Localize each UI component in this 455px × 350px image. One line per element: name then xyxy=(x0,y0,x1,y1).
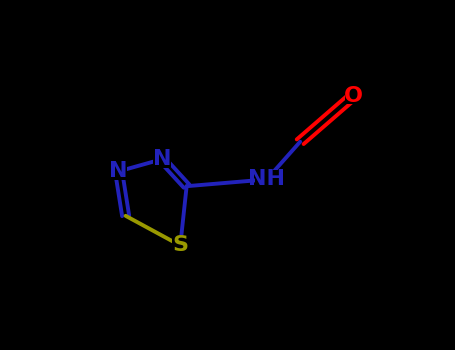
Bar xyxy=(255,170,278,189)
Text: S: S xyxy=(172,236,188,256)
Text: N: N xyxy=(109,161,128,181)
Bar xyxy=(345,88,361,104)
Bar xyxy=(172,237,189,254)
Bar xyxy=(153,150,171,168)
Text: N: N xyxy=(153,149,171,169)
Bar xyxy=(110,163,127,180)
Text: NH: NH xyxy=(248,169,285,189)
Text: O: O xyxy=(344,86,363,106)
